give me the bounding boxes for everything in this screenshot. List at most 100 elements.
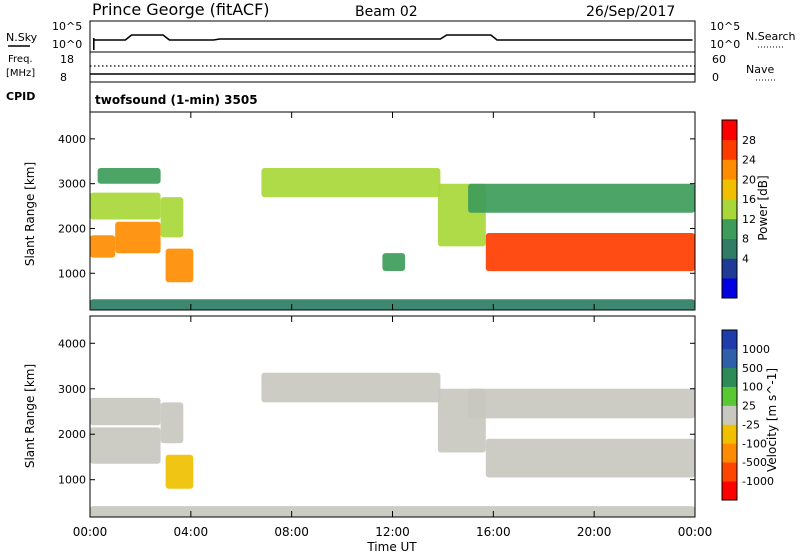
power-colorbar-swatch (722, 199, 737, 220)
power-colorbar-tick: 12 (742, 213, 756, 226)
power-echo-layer (90, 168, 695, 310)
power-ytick-label: 1000 (58, 267, 86, 280)
nsky-strip-frame (89, 20, 696, 53)
velocity-echo-region (468, 388, 695, 419)
time-tick-label: 00:00 (678, 525, 713, 539)
velocity-colorbar-tick: -500 (742, 456, 767, 469)
velocity-colorbar-swatch (722, 443, 737, 463)
power-colorbar-tick: 16 (742, 193, 756, 206)
power-colorbar-tick: 8 (742, 233, 749, 246)
power-colorbar-swatch (722, 139, 737, 160)
velocity-colorbar-tick: -1000 (742, 475, 774, 488)
velocity-ytick-label: 1000 (58, 474, 86, 487)
velocity-colorbar-swatch (722, 386, 737, 406)
velocity-colorbar-label: Velocity [m s^-1] (765, 368, 779, 472)
power-colorbar-tick: 20 (742, 173, 756, 186)
power-echo-region (90, 192, 161, 220)
freq-strip-frame (89, 51, 696, 83)
nsky-tick-bottom: 10^0 (52, 38, 82, 51)
power-colorbar-swatch (722, 258, 737, 279)
power-echo-region (90, 235, 116, 258)
velocity-colorbar-swatch (722, 367, 737, 387)
power-colorbar-swatch (722, 278, 737, 299)
velocity-colorbar-tick: 100 (742, 381, 763, 394)
time-tick-label: 16:00 (476, 525, 511, 539)
velocity-ytick-label: 4000 (58, 337, 86, 350)
nave-label: Nave (746, 63, 774, 76)
power-echo-region (261, 168, 441, 198)
velocity-colorbar-frame (721, 329, 738, 501)
power-colorbar: 28 24 20 16 12 8 4 (721, 119, 756, 299)
velocity-echo-region (160, 402, 184, 444)
velocity-echo-region (90, 397, 161, 426)
nave-tick-top: 60 (712, 53, 726, 66)
beam-title: Beam 02 (355, 4, 418, 20)
power-colorbar-frame (721, 119, 738, 299)
power-colorbar-tick: 24 (742, 154, 756, 167)
freq-label: Freq. (8, 54, 33, 65)
power-colorbar-swatch (722, 179, 737, 200)
velocity-colorbar-swatch (722, 348, 737, 369)
time-tick-label: 04:00 (174, 525, 209, 539)
power-echo-region (97, 168, 161, 184)
power-colorbar-swatch (722, 120, 737, 141)
velocity-echo-region (485, 438, 695, 478)
power-echo-region (382, 253, 406, 271)
velocity-colorbar-swatch (722, 330, 737, 350)
power-ylabel: Slant Range [km] (23, 162, 37, 266)
date-title: 26/Sep/2017 (586, 4, 675, 20)
cpid-label: CPID (6, 90, 35, 103)
time-tick-label: 20:00 (577, 525, 612, 539)
velocity-colorbar-tick: -25 (742, 418, 760, 431)
time-tick-label: 08:00 (274, 525, 309, 539)
velocity-axes: 4000 3000 2000 1000 (58, 316, 696, 517)
velocity-colorbar: 1000 500 100 25 -25 -100 -500 -1000 (721, 329, 774, 501)
time-tick-label: 00:00 (73, 525, 108, 539)
power-ytick-label: 2000 (58, 222, 86, 235)
power-colorbar-swatch (722, 218, 737, 239)
velocity-ytick-label: 2000 (58, 428, 86, 441)
nsky-label: N.Sky (6, 31, 38, 44)
time-axis-ticks: 00:00 04:00 08:00 12:00 16:00 20:00 00:00 (73, 525, 713, 539)
power-ytick-label: 4000 (58, 133, 86, 146)
cpid-value: twofsound (1-min) 3505 (95, 93, 258, 107)
freq-tick-bottom: 8 (60, 71, 67, 84)
freq-unit: [MHz] (6, 68, 35, 79)
velocity-colorbar-swatch (722, 405, 737, 425)
velocity-echo-layer (90, 372, 695, 517)
power-colorbar-tick: 4 (742, 252, 749, 265)
power-panel: 4000 3000 2000 1000 Slant Range [km] (23, 111, 696, 311)
power-echo-region (165, 248, 194, 283)
power-echo-region (160, 197, 184, 238)
power-ytick-label: 3000 (58, 178, 86, 191)
nsearch-tick-bottom: 10^0 (710, 38, 740, 51)
nsearch-label: N.Search (746, 30, 796, 43)
velocity-ylabel: Slant Range [km] (23, 364, 37, 468)
station-title: Prince George (fitACF) (92, 0, 270, 19)
velocity-ytick-label: 3000 (58, 383, 86, 396)
nave-tick-bottom: 0 (712, 71, 719, 84)
time-axis-label: Time UT (366, 540, 417, 554)
power-echo-region (468, 183, 695, 213)
velocity-colorbar-tick: 1000 (742, 343, 770, 356)
velocity-colorbar-swatch (722, 424, 737, 444)
velocity-colorbar-tick: 500 (742, 362, 763, 375)
power-echo-region (485, 233, 695, 272)
velocity-colorbar-swatch (722, 481, 737, 501)
velocity-echo-region (261, 372, 441, 403)
power-colorbar-tick: 28 (742, 134, 756, 147)
velocity-colorbar-swatch (722, 462, 737, 482)
power-echo-region (115, 221, 161, 254)
velocity-colorbar-tick: 25 (742, 400, 756, 413)
velocity-panel: 4000 3000 2000 1000 Slant Range [km] (23, 315, 696, 518)
velocity-echo-region (90, 427, 161, 464)
nsearch-tick-top: 10^5 (710, 20, 740, 33)
power-colorbar-swatch (722, 238, 737, 259)
nsky-tick-top: 10^5 (52, 20, 82, 33)
power-colorbar-label: Power [dB] (756, 175, 770, 240)
power-axes: 4000 3000 2000 1000 (58, 112, 696, 310)
velocity-colorbar-tick: -100 (742, 437, 767, 450)
time-tick-label: 12:00 (375, 525, 410, 539)
freq-tick-top: 18 (60, 53, 74, 66)
